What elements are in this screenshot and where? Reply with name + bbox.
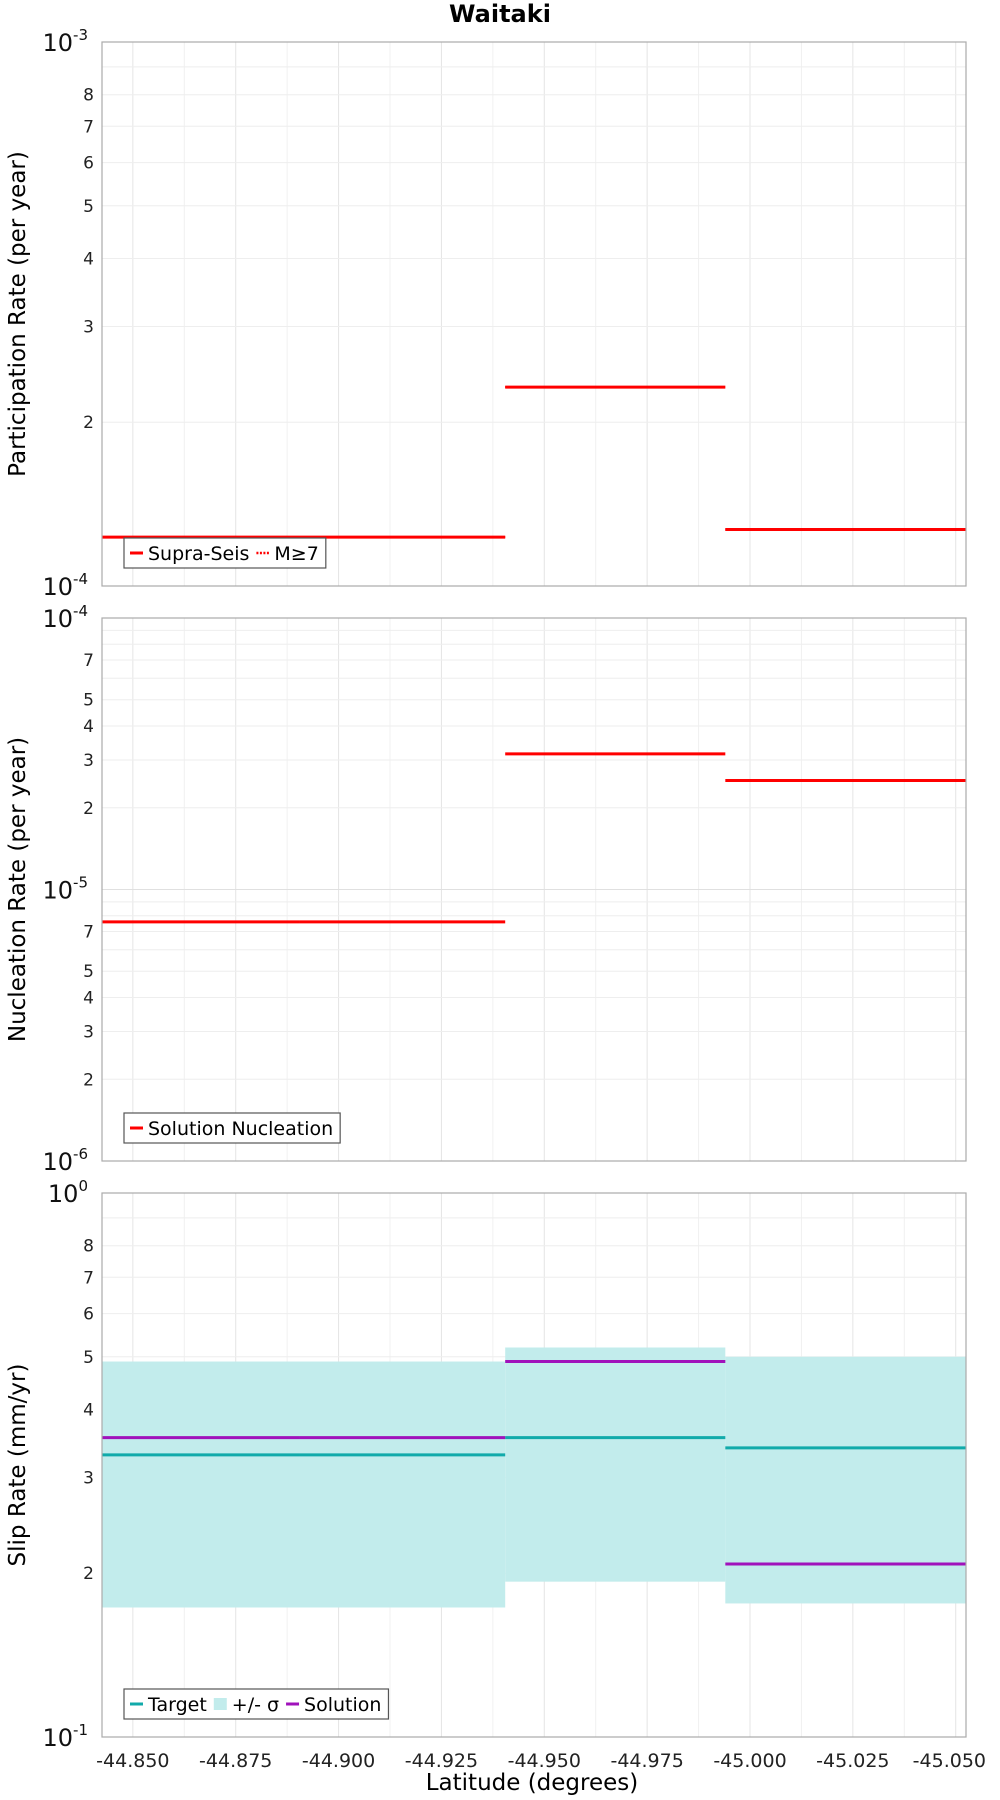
x-tick-label: -44.850 — [96, 1750, 169, 1772]
y-minor-tick-label: 6 — [83, 1305, 94, 1325]
legend-label: Solution Nucleation — [148, 1118, 333, 1140]
y-minor-tick-label: 3 — [83, 1022, 94, 1042]
sigma-band — [725, 1356, 966, 1604]
y-minor-tick-label: 5 — [83, 691, 94, 711]
legend: Supra-Seis M≥7 — [123, 537, 327, 569]
sigma-band — [102, 1361, 506, 1608]
legend: Target +/- σ Solution — [123, 1688, 390, 1720]
panel-slip: 100 10-1 2 3 4 5 6 7 8 Slip Rate (mm/yr) Target +/-… — [5, 1177, 967, 1752]
y-minor-tick-label: 5 — [83, 1348, 94, 1368]
legend-label: M≥7 — [274, 543, 318, 565]
legend-label: Supra-Seis — [148, 543, 249, 565]
y-minor-tick-label: 4 — [83, 1400, 94, 1420]
y-axis-label: Slip Rate (mm/yr) — [5, 1364, 31, 1567]
y-axis-label: Nucleation Rate (per year) — [5, 737, 31, 1042]
x-tick-label: -44.875 — [199, 1750, 272, 1772]
x-tick-label: -45.050 — [913, 1750, 986, 1772]
y-minor-tick-label: 2 — [83, 799, 94, 819]
panel-participation: 10-3 10-4 2 3 4 5 6 7 8 Participation Rate (per y… — [5, 26, 967, 601]
series-solution — [102, 1360, 966, 1566]
x-tick-label: -44.950 — [508, 1750, 581, 1772]
y-minor-tick-label: 4 — [83, 989, 94, 1009]
legend-box — [123, 537, 327, 569]
series-solution-nucleation — [102, 752, 966, 924]
y-minor-tick-label: 2 — [83, 413, 94, 433]
legend-box — [123, 1112, 341, 1144]
legend-box — [123, 1688, 390, 1720]
sigma-band — [505, 1347, 726, 1582]
y-minor-tick-label: 5 — [83, 197, 94, 217]
y-minor-tick-label: 3 — [83, 317, 94, 337]
chart-title: Waitaki — [449, 0, 551, 28]
y-major-tick-label: 10-4 — [42, 602, 88, 633]
y-minor-tick-label: 6 — [83, 154, 94, 174]
y-minor-tick-label: 8 — [83, 1237, 94, 1257]
plot-frame — [101, 1192, 967, 1738]
y-major-tick-label: 10-1 — [42, 1721, 88, 1752]
y-minor-tick-label: 4 — [83, 717, 94, 737]
y-major-tick-label: 10-5 — [42, 874, 88, 905]
y-axis-label: Participation Rate (per year) — [5, 151, 31, 477]
x-tick-label: -45.025 — [816, 1750, 889, 1772]
legend-swatch — [213, 1698, 227, 1710]
legend: Solution Nucleation — [123, 1112, 341, 1144]
legend-label: +/- σ — [232, 1694, 279, 1716]
y-major-tick-label: 100 — [48, 1177, 88, 1208]
y-minor-tick-label: 3 — [83, 751, 94, 771]
legend-label: Solution — [304, 1694, 381, 1716]
x-tick-label: -44.900 — [302, 1750, 375, 1772]
x-tick-label: -44.975 — [610, 1750, 683, 1772]
y-minor-tick-label: 7 — [83, 1268, 94, 1288]
y-minor-tick-label: 4 — [83, 249, 94, 269]
y-minor-tick-label: 7 — [83, 923, 94, 943]
plot-frame — [101, 617, 967, 1162]
y-major-tick-label: 10-4 — [42, 570, 88, 601]
y-minor-tick-label: 5 — [83, 962, 94, 982]
y-major-tick-label: 10-3 — [42, 26, 88, 57]
x-tick-label: -45.000 — [713, 1750, 786, 1772]
y-minor-tick-label: 8 — [83, 86, 94, 106]
y-minor-tick-label: 2 — [83, 1070, 94, 1090]
x-tick-label: -44.925 — [405, 1750, 478, 1772]
y-minor-tick-label: 3 — [83, 1468, 94, 1488]
y-major-tick-label: 10-6 — [42, 1145, 88, 1176]
y-minor-tick-label: 2 — [83, 1564, 94, 1584]
plot-frame — [101, 41, 967, 587]
series-target — [102, 1436, 966, 1457]
legend-label: Target — [147, 1694, 207, 1716]
panel-nucleation: 10-4 10-5 10-6 7 5 4 3 2 7 5 4 3 2 Nucleation Rate (p… — [5, 602, 967, 1176]
y-minor-tick-label: 7 — [83, 117, 94, 137]
y-minor-tick-label: 7 — [83, 651, 94, 671]
x-axis-label: Latitude (degrees) — [426, 1770, 639, 1796]
plot-area — [102, 42, 966, 586]
grid-horizontal — [102, 629, 966, 1162]
series-m-7 — [102, 386, 966, 539]
